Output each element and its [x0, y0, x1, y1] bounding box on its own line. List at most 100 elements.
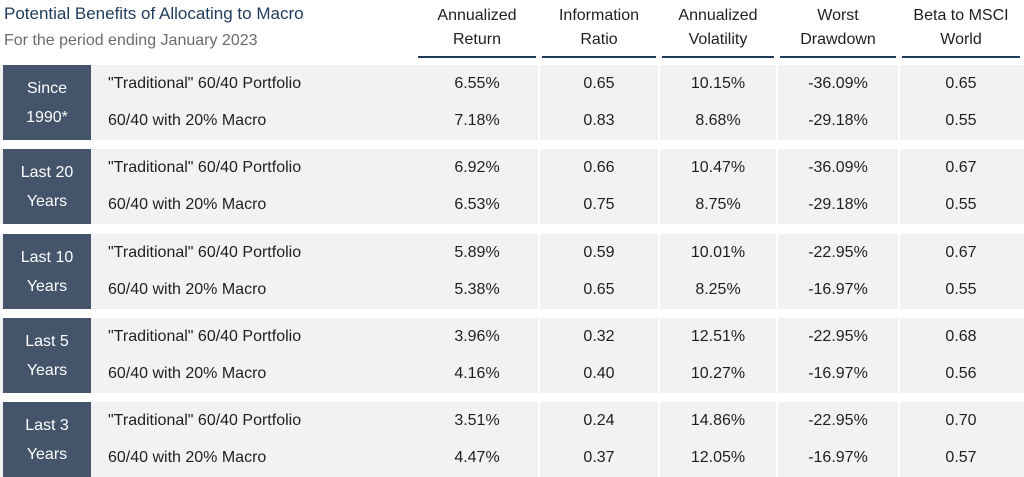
table-title: Potential Benefits of Allocating to Macr… — [4, 4, 304, 23]
header-rule — [780, 56, 896, 58]
column-separator — [538, 402, 540, 477]
metric-value: -16.97% — [808, 449, 868, 466]
column-separator — [776, 318, 778, 393]
group-band — [0, 65, 1024, 140]
metric-value: 0.65 — [583, 75, 615, 92]
metric-value: 8.75% — [695, 196, 741, 213]
metric-value: 12.51% — [690, 328, 746, 345]
header-rule — [662, 56, 774, 58]
column-separator — [658, 318, 660, 393]
portfolio-name: "Traditional" 60/40 Portfolio — [108, 328, 302, 345]
portfolio-name: "Traditional" 60/40 Portfolio — [108, 75, 302, 92]
metric-value: 8.68% — [695, 112, 741, 129]
metric-value: 10.01% — [690, 244, 746, 261]
header-rule — [542, 56, 656, 58]
column-header: Annualized Return — [437, 7, 517, 48]
metric-value: -22.95% — [808, 328, 868, 345]
portfolio-name: 60/40 with 20% Macro — [108, 449, 267, 466]
portfolio-name: 60/40 with 20% Macro — [108, 112, 267, 129]
metric-value: 0.68 — [945, 328, 977, 345]
column-separator — [658, 65, 660, 140]
metric-value: 0.66 — [583, 159, 615, 176]
metric-value: 0.55 — [945, 281, 977, 298]
metric-value: 6.55% — [454, 75, 500, 92]
portfolio-name: 60/40 with 20% Macro — [108, 281, 267, 298]
metric-value: 10.15% — [690, 75, 746, 92]
column-separator — [658, 234, 660, 309]
metric-value: 0.24 — [583, 412, 615, 429]
group-band — [0, 234, 1024, 309]
portfolio-name: 60/40 with 20% Macro — [108, 365, 267, 382]
metric-value: 0.67 — [945, 244, 977, 261]
metric-value: 10.47% — [690, 159, 746, 176]
metric-value: 0.83 — [583, 112, 615, 129]
metric-value: 0.32 — [583, 328, 615, 345]
portfolio-name: "Traditional" 60/40 Portfolio — [108, 412, 302, 429]
metric-value: 5.89% — [454, 244, 500, 261]
column-separator — [898, 318, 900, 393]
group-band — [0, 318, 1024, 393]
group-band — [0, 402, 1024, 477]
metric-value: 0.59 — [583, 244, 615, 261]
metric-value: 0.40 — [583, 365, 615, 382]
metric-value: -16.97% — [808, 365, 868, 382]
metric-value: 5.38% — [454, 281, 500, 298]
metric-value: -36.09% — [808, 75, 868, 92]
column-separator — [658, 402, 660, 477]
period-label: Last 20 Years — [3, 149, 91, 224]
metric-value: 14.86% — [690, 412, 746, 429]
column-header: Worst Drawdown — [800, 7, 876, 48]
metric-value: 10.27% — [690, 365, 746, 382]
metric-value: -29.18% — [808, 196, 868, 213]
metric-value: 0.37 — [583, 449, 615, 466]
metric-value: 6.53% — [454, 196, 500, 213]
metric-value: 7.18% — [454, 112, 500, 129]
metric-value: 4.47% — [454, 449, 500, 466]
column-separator — [538, 318, 540, 393]
column-separator — [776, 402, 778, 477]
header-rule — [418, 56, 536, 58]
metric-value: 0.65 — [583, 281, 615, 298]
metric-value: 12.05% — [690, 449, 746, 466]
column-separator — [538, 149, 540, 224]
metric-value: 0.55 — [945, 196, 977, 213]
portfolio-name: "Traditional" 60/40 Portfolio — [108, 244, 302, 261]
metric-value: -22.95% — [808, 412, 868, 429]
metric-value: 0.70 — [945, 412, 977, 429]
metric-value: 4.16% — [454, 365, 500, 382]
period-label: Last 3 Years — [3, 402, 91, 477]
metric-value: 0.67 — [945, 159, 977, 176]
metric-value: 0.57 — [945, 449, 977, 466]
header-rule — [902, 56, 1020, 58]
column-separator — [776, 234, 778, 309]
column-separator — [898, 149, 900, 224]
column-separator — [776, 65, 778, 140]
metric-value: 0.56 — [945, 365, 977, 382]
column-separator — [658, 149, 660, 224]
column-header: Annualized Volatility — [678, 7, 758, 48]
portfolio-name: 60/40 with 20% Macro — [108, 196, 267, 213]
portfolio-name: "Traditional" 60/40 Portfolio — [108, 159, 302, 176]
column-separator — [898, 65, 900, 140]
metric-value: 0.75 — [583, 196, 615, 213]
metric-value: 8.25% — [695, 281, 741, 298]
column-separator — [538, 234, 540, 309]
column-header: Beta to MSCI World — [913, 7, 1009, 48]
column-separator — [538, 65, 540, 140]
column-separator — [898, 402, 900, 477]
column-separator — [776, 149, 778, 224]
period-label: Since 1990* — [3, 65, 91, 140]
group-band — [0, 149, 1024, 224]
metric-value: 6.92% — [454, 159, 500, 176]
metric-value: 0.65 — [945, 75, 977, 92]
metric-value: 3.96% — [454, 328, 500, 345]
metric-value: -22.95% — [808, 244, 868, 261]
table-subtitle: For the period ending January 2023 — [4, 32, 258, 49]
metric-value: -36.09% — [808, 159, 868, 176]
column-header: Information Ratio — [558, 7, 640, 48]
metric-value: -16.97% — [808, 281, 868, 298]
metric-value: 3.51% — [454, 412, 500, 429]
metric-value: -29.18% — [808, 112, 868, 129]
period-label: Last 10 Years — [3, 234, 91, 309]
